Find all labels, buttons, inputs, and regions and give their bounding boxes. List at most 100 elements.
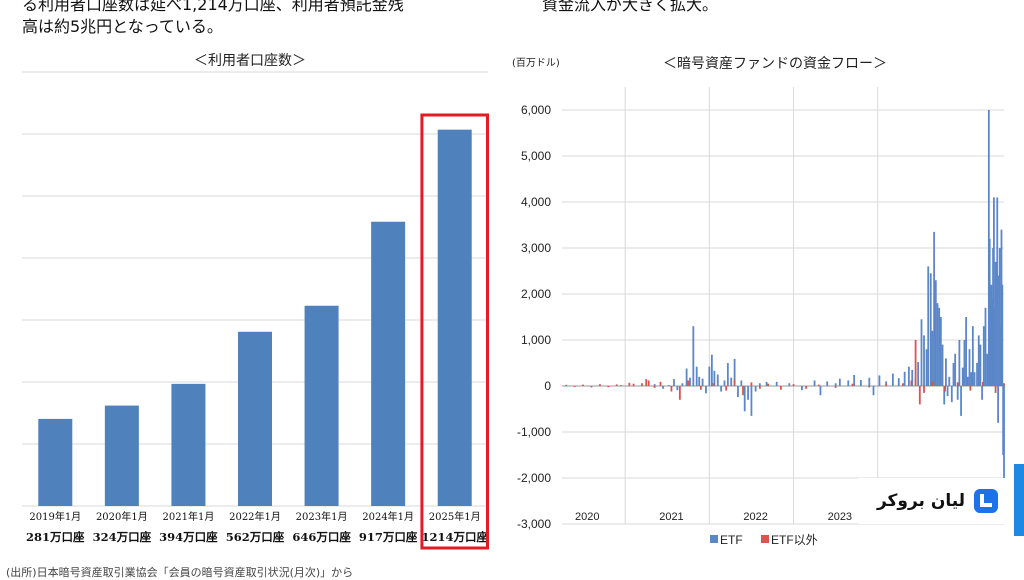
etf-bar [996, 197, 999, 386]
account-label: 394万口座 [159, 530, 218, 544]
non-etf-bar [733, 379, 736, 386]
etf-bar [933, 231, 936, 386]
etf-bar [992, 197, 995, 386]
legend-etf-swatch [710, 535, 718, 543]
x-year-label: 2023 [828, 511, 852, 523]
bar [304, 305, 339, 506]
non-etf-bar [590, 386, 593, 388]
account-label: 562万口座 [226, 530, 285, 544]
non-etf-bar [598, 384, 601, 386]
etf-bar [740, 380, 743, 386]
etf-bar [853, 374, 856, 386]
etf-bar [954, 353, 957, 386]
etf-bar [927, 266, 930, 386]
unit-label: (百万ドル) [512, 58, 560, 69]
non-etf-bar [902, 383, 904, 386]
etf-bar [923, 335, 925, 386]
etf-bar [747, 386, 749, 400]
non-etf-bar [944, 386, 946, 392]
etf-bar [743, 386, 746, 412]
etf-bar [1001, 284, 1004, 386]
etf-bar [920, 319, 923, 386]
etf-bar [750, 386, 753, 416]
etf-bar [673, 379, 675, 386]
category-label: 2025年1月 [429, 510, 481, 523]
etf-bar [936, 303, 939, 386]
etf-bar [859, 380, 862, 386]
non-etf-bar [868, 386, 871, 388]
etf-bar [668, 385, 670, 387]
account-label: 917万口座 [359, 530, 418, 544]
non-etf-bar [628, 382, 631, 386]
etf-bar [941, 344, 944, 386]
left-header-line2: 高は約5兆円となっている。 [22, 17, 223, 36]
x-year-label: 2020 [575, 511, 599, 523]
etf-bar [907, 366, 910, 386]
etf-bar [950, 386, 953, 403]
etf-bar [885, 381, 888, 386]
legend-non-etf-swatch [761, 535, 769, 543]
y-tick-label: -2,000 [517, 471, 551, 485]
etf-bar [826, 381, 829, 386]
non-etf-bar [712, 383, 715, 386]
etf-bar [733, 358, 736, 386]
account-label: 646万口座 [292, 530, 351, 544]
etf-bar [946, 386, 949, 397]
etf-bar [929, 273, 932, 386]
x-year-label: 2021 [659, 511, 683, 523]
broker-watermark: ليان بروكر [858, 478, 1018, 524]
right-chart-title: ＜暗号資産ファンドの資金フロー＞ [663, 56, 887, 72]
non-etf-bar [647, 380, 650, 386]
bar [238, 331, 272, 506]
etf-bar [676, 386, 679, 391]
etf-bar [958, 340, 961, 386]
etf-bar [982, 326, 985, 386]
etf-bar [775, 381, 778, 386]
etf-bar [891, 373, 894, 386]
etf-bar [685, 368, 688, 386]
y-tick-label: -3,000 [517, 517, 551, 531]
non-etf-bar [969, 386, 972, 391]
non-etf-bar [923, 386, 925, 393]
non-etf-bar [914, 340, 917, 386]
non-etf-bar [792, 384, 795, 386]
non-etf-bar [659, 381, 662, 386]
etf-bar [984, 307, 987, 386]
etf-bar [692, 326, 695, 386]
etf-bar [698, 376, 701, 386]
etf-bar [726, 363, 729, 386]
y-tick-label: 2,000 [521, 287, 551, 301]
etf-bar [681, 383, 684, 386]
non-etf-bar [931, 381, 934, 386]
category-label: 2021年1月 [163, 510, 215, 523]
non-etf-bar [653, 386, 656, 388]
etf-bar [847, 380, 850, 386]
etf-bar [834, 383, 837, 386]
non-etf-bar [700, 386, 702, 390]
etf-bar [956, 386, 959, 400]
etf-bar [948, 376, 951, 386]
etf-bar [868, 377, 871, 386]
etf-bar [765, 381, 768, 386]
non-etf-bar [687, 380, 690, 386]
etf-bar [754, 386, 757, 392]
category-label: 2024年1月 [362, 510, 414, 523]
etf-bar [713, 370, 716, 386]
non-etf-bar [779, 386, 782, 390]
bar [38, 418, 73, 506]
left-chart-title: ＜利用者口座数＞ [194, 53, 306, 69]
etf-bar [952, 363, 955, 386]
etf-bar [988, 238, 991, 386]
etf-bar [838, 378, 841, 386]
etf-bar [695, 366, 698, 386]
non-etf-bar [615, 384, 618, 386]
category-label: 2022年1月 [229, 510, 281, 523]
etf-bar [878, 375, 881, 386]
etf-bar [965, 317, 968, 386]
y-tick-label: 0 [544, 379, 551, 393]
etf-bar [960, 386, 962, 416]
etf-bar [966, 376, 969, 386]
etf-bar [819, 386, 822, 396]
etf-bar [986, 353, 989, 386]
non-etf-bar [834, 386, 837, 388]
